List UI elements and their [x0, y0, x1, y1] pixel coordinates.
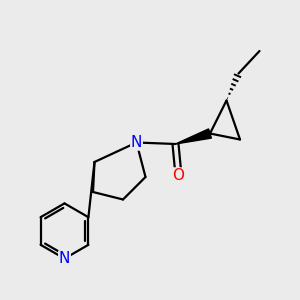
- Text: N: N: [131, 135, 142, 150]
- Polygon shape: [176, 129, 212, 144]
- Text: O: O: [172, 168, 184, 183]
- Text: N: N: [59, 251, 70, 266]
